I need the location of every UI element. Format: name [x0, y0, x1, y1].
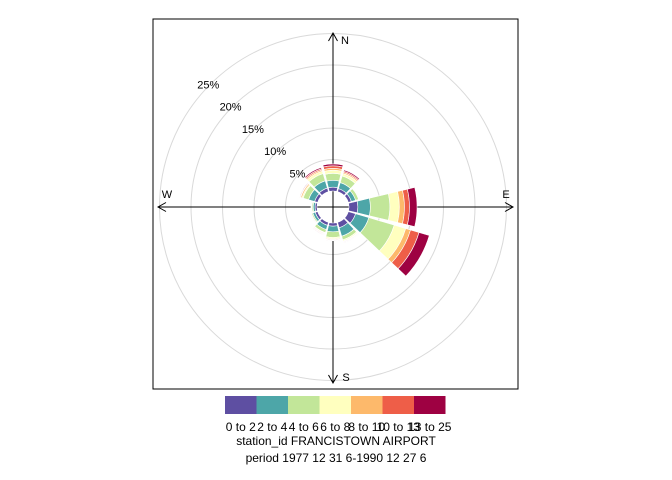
station-caption: station_id FRANCISTOWN AIRPORT: [236, 434, 436, 448]
radial-tick-label-25: 25%: [197, 79, 219, 91]
radial-tick-labels: 5%10%15%20%25%: [197, 79, 305, 180]
radial-tick-label-20: 20%: [220, 102, 242, 114]
sector-90-bin-3: [369, 193, 391, 221]
axis-arrow-n: [328, 31, 338, 42]
radial-tick-label-5: 5%: [289, 168, 305, 180]
legend-label-4: 6 to 8: [320, 420, 350, 434]
sector-90-bin-1: [348, 200, 359, 214]
compass-label-e: E: [502, 189, 509, 201]
sector-30-bin-7: [343, 169, 361, 181]
sector-0-bin-7: [322, 163, 344, 168]
axis-arrow-s: [328, 374, 338, 385]
legend-label-6: 10 to 13: [377, 420, 421, 434]
legend-swatch-7: [414, 396, 446, 414]
legend-swatch-4: [319, 396, 351, 414]
sector-120-bin-7: [397, 232, 430, 277]
panel-border: [152, 18, 519, 390]
sector-0-bin-1: [328, 186, 338, 192]
legend-label-5: 8 to 10: [348, 420, 385, 434]
sector-180-bin-3: [325, 230, 341, 238]
sector-0-bin-3: [324, 173, 342, 182]
legend-label-3: 4 to 6: [289, 420, 319, 434]
sector-0-bin-2: [326, 179, 340, 189]
legend-swatch-6: [382, 396, 414, 414]
legend-swatch-1: [225, 396, 257, 414]
sector-210-bin-7: [312, 227, 326, 236]
sector-330-bin-7: [304, 167, 323, 179]
sector-90-bin-4: [388, 191, 400, 223]
legend-swatch-5: [351, 396, 383, 414]
compass-label-n: N: [341, 35, 349, 47]
legend-label-2: 2 to 4: [257, 420, 287, 434]
legend-label-7: 13 to 25: [408, 420, 452, 434]
sector-270-bin-7: [310, 201, 313, 213]
legend-swatch-3: [288, 396, 320, 414]
sector-150-bin-7: [343, 233, 360, 244]
axis-arrow-w: [156, 202, 167, 212]
sector-240-bin-7: [310, 213, 317, 224]
sector-180-bin-2: [326, 225, 340, 233]
sector-180-bin-7: [324, 238, 342, 241]
sector-90-bin-2: [356, 197, 371, 217]
compass-label-w: W: [162, 189, 173, 201]
sector-300-bin-7: [299, 182, 309, 198]
legend-label-1: 0 to 2: [226, 420, 256, 434]
legend-swatch-2: [256, 396, 288, 414]
axis-arrow-e: [504, 202, 515, 212]
period-caption: period 1977 12 31 6-1990 12 27 6: [245, 451, 427, 465]
wind-sectors: [299, 163, 430, 277]
sector-60-bin-6: [352, 187, 361, 200]
sector-90-bin-7: [407, 187, 418, 227]
radial-tick-label-15: 15%: [242, 124, 264, 136]
compass-label-s: S: [342, 372, 349, 384]
radial-tick-label-10: 10%: [264, 146, 286, 158]
